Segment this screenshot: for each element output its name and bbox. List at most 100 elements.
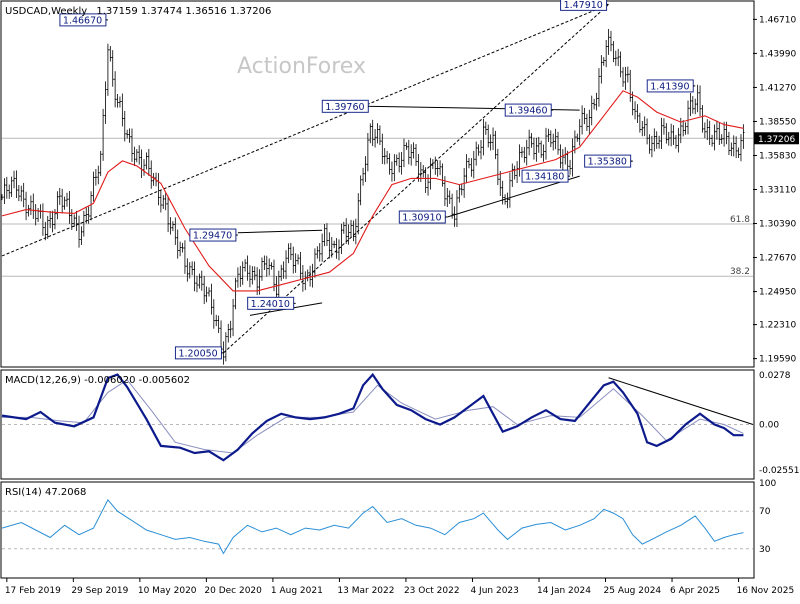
candle (80, 226, 83, 245)
macd-signal-line (2, 379, 744, 454)
candle (101, 108, 105, 161)
candle (385, 150, 389, 164)
candles (0, 29, 745, 365)
macd-tick-label: 0.00 (759, 421, 779, 431)
candle (169, 217, 172, 235)
candle (441, 163, 444, 187)
x-tick-label: 25 Aug 2024 (604, 586, 662, 596)
candle (145, 152, 148, 170)
candle (487, 124, 490, 148)
candle (501, 180, 504, 205)
candle (515, 161, 519, 183)
candle (713, 124, 716, 151)
candle (530, 133, 533, 148)
candle (588, 109, 591, 135)
candle (624, 66, 627, 90)
candle (450, 193, 454, 219)
candle (503, 194, 507, 205)
candle (70, 209, 74, 231)
candle (178, 241, 182, 257)
candle (299, 251, 302, 280)
candle (82, 210, 86, 237)
candle (472, 150, 475, 179)
candle (296, 254, 300, 265)
candle (607, 29, 610, 55)
candle (424, 167, 427, 193)
candle (364, 156, 367, 182)
candle (561, 149, 565, 171)
candle (27, 204, 30, 217)
candle (691, 96, 695, 114)
candle (174, 217, 177, 245)
candle (41, 203, 45, 236)
candle (465, 154, 468, 184)
price-label: 1.35380 (584, 154, 633, 168)
candle (265, 255, 268, 277)
candle (542, 144, 545, 162)
candle (0, 194, 4, 201)
y-tick-label: 1.41270 (759, 83, 796, 93)
candle (583, 107, 586, 125)
candle (188, 262, 191, 279)
candle (87, 206, 90, 224)
candle (85, 206, 88, 224)
candle (316, 246, 319, 259)
candle (323, 224, 326, 247)
candle (330, 237, 333, 258)
candle (345, 218, 348, 244)
candle (383, 148, 386, 165)
candle (602, 57, 605, 66)
candle (633, 101, 637, 120)
candle (448, 190, 451, 204)
candle (97, 165, 100, 185)
candle (94, 168, 98, 186)
candle (229, 320, 232, 338)
candle (267, 258, 271, 276)
candle (125, 129, 129, 139)
svg-text:1.29470: 1.29470 (193, 231, 232, 242)
candle (75, 210, 78, 232)
rsi-tick-label: 100 (759, 479, 776, 489)
x-tick-label: 14 Jan 2024 (537, 586, 591, 596)
candle (739, 134, 743, 162)
rsi-line: 100 70 30 (1, 479, 776, 555)
candle (482, 118, 485, 156)
candle (130, 128, 134, 162)
candle (123, 110, 126, 142)
candle (455, 190, 459, 227)
candle (128, 128, 131, 143)
candle (311, 263, 314, 288)
candle (104, 81, 107, 124)
candle (665, 123, 668, 144)
candle (556, 131, 560, 155)
trendline (223, 4, 609, 354)
candle (578, 119, 581, 146)
candle (121, 93, 124, 127)
candle (535, 137, 538, 162)
y-tick-label: 1.35830 (759, 151, 796, 161)
candle (239, 265, 242, 287)
x-tick-label: 13 Mar 2022 (337, 586, 394, 596)
candle (722, 121, 726, 147)
candle (715, 120, 719, 140)
candle (419, 162, 423, 183)
candle (393, 154, 396, 182)
candle (8, 184, 11, 199)
y-tick-label: 1.24950 (759, 288, 796, 298)
candle (667, 131, 670, 146)
candle (539, 140, 543, 158)
candle (470, 158, 473, 177)
candle (698, 85, 702, 117)
candle (566, 150, 569, 171)
candle (720, 134, 723, 144)
candle (58, 187, 61, 205)
candle (106, 43, 110, 96)
candle (499, 171, 502, 196)
candle (621, 67, 625, 87)
candle (696, 84, 699, 113)
x-tick-label: 10 May 2020 (138, 586, 197, 596)
x-tick-label: 1 Aug 2021 (271, 586, 323, 596)
candle (407, 139, 410, 165)
candle (133, 146, 136, 167)
